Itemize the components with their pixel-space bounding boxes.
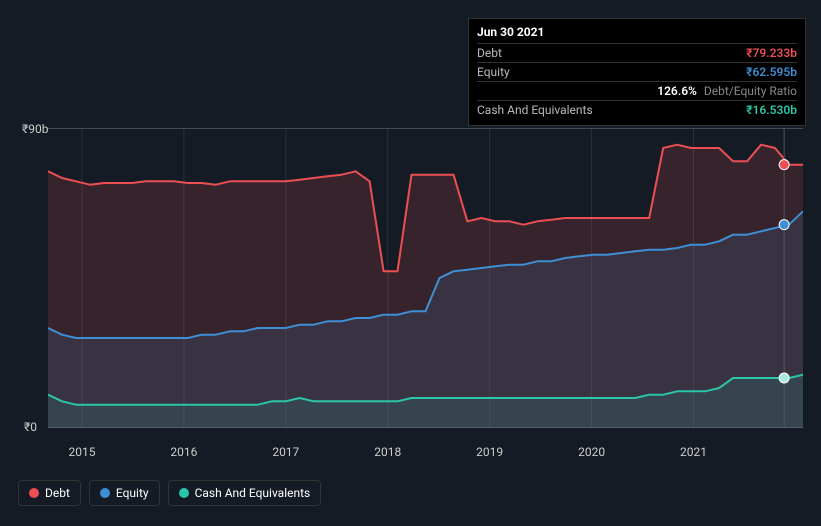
x-axis-label: 2020	[578, 445, 605, 459]
x-axis-label: 2017	[272, 445, 299, 459]
tooltip-box: Jun 30 2021 Debt ₹79.233b Equity ₹62.595…	[468, 18, 806, 126]
legend: Debt Equity Cash And Equivalents	[18, 480, 321, 506]
legend-label-equity: Equity	[116, 486, 149, 500]
tooltip-equity-label: Equity	[477, 65, 510, 79]
tooltip-row-cash: Cash And Equivalents ₹16.530b	[477, 100, 797, 119]
tooltip-row-debt: Debt ₹79.233b	[477, 43, 797, 62]
tooltip-cash-value: ₹16.530b	[746, 103, 797, 117]
tooltip-equity-value: ₹62.595b	[746, 65, 797, 79]
x-axis-label: 2015	[68, 445, 95, 459]
tooltip-debt-value: ₹79.233b	[746, 46, 797, 60]
y-axis-label-bottom: ₹0	[24, 420, 37, 434]
x-axis-label: 2016	[170, 445, 197, 459]
y-axis-label-top: ₹90b	[22, 122, 48, 136]
legend-label-debt: Debt	[45, 486, 70, 500]
tooltip-ratio-number: 126.6%	[657, 84, 697, 98]
legend-dot-cash	[179, 488, 189, 498]
tooltip-ratio-value: 126.6% Debt/Equity Ratio	[657, 84, 797, 98]
x-axis-labels: 2015 2016 2017 2018 2019 2020 2021	[48, 445, 803, 465]
legend-item-debt[interactable]: Debt	[18, 480, 81, 506]
legend-item-equity[interactable]: Equity	[89, 480, 160, 506]
x-axis-label: 2021	[680, 445, 707, 459]
tooltip-row-equity: Equity ₹62.595b	[477, 62, 797, 81]
area-chart	[48, 128, 803, 428]
tooltip-row-ratio: 126.6% Debt/Equity Ratio	[477, 81, 797, 100]
tooltip-cash-label: Cash And Equivalents	[477, 103, 593, 117]
legend-dot-debt	[29, 488, 39, 498]
tooltip-debt-label: Debt	[477, 46, 502, 60]
tooltip-ratio-label: Debt/Equity Ratio	[704, 84, 797, 98]
legend-item-cash[interactable]: Cash And Equivalents	[168, 480, 322, 506]
legend-dot-equity	[100, 488, 110, 498]
x-axis-label: 2019	[476, 445, 503, 459]
legend-label-cash: Cash And Equivalents	[195, 486, 311, 500]
x-axis-label: 2018	[374, 445, 401, 459]
tooltip-date: Jun 30 2021	[477, 23, 797, 43]
